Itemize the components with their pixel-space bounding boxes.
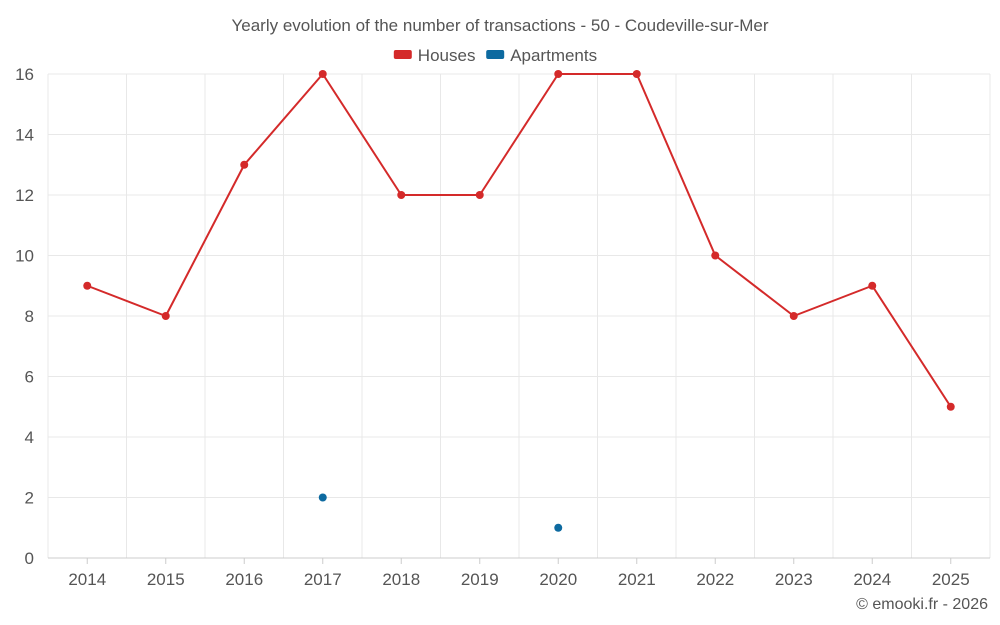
y-tick-label: 12 [15,186,34,205]
x-tick-label: 2024 [853,570,891,589]
y-tick-label: 4 [25,428,34,447]
data-point-houses[interactable]: Houses 2015: 8 [161,312,170,320]
y-tick-label: 8 [25,307,34,326]
legend[interactable]: Houses Apartments [393,46,597,65]
y-tick-label: 16 [15,65,34,84]
grid [47,73,991,558]
data-point-houses[interactable]: Houses 2024: 9 [868,281,877,290]
x-tick-label: 2017 [304,570,342,589]
chart-title: Yearly evolution of the number of transa… [231,16,768,35]
legend-swatch-houses [393,50,412,59]
x-tick-label: 2015 [147,570,185,589]
data-point-houses[interactable]: Houses 2018: 12 [397,191,406,199]
legend-swatch-apartments [486,50,505,59]
data-point-houses[interactable]: Houses 2020: 16 [554,70,563,78]
x-tick-label: 2023 [775,570,813,589]
legend-label-apartments: Apartments [510,46,597,65]
data-point-apartments[interactable]: Apartments 2017: 2 [318,493,327,502]
data-point-houses[interactable]: Houses 2021: 16 [632,70,641,78]
x-tick-label: 2019 [461,570,499,589]
series-apartments: Apartments 2017: 2 Apartments 2020: 1 [318,493,563,532]
data-point-houses[interactable]: Houses 2019: 12 [475,191,484,199]
data-point-houses[interactable]: Houses 2023: 8 [789,312,798,320]
y-tick-label: 10 [15,247,34,266]
axes: 0 2 4 6 8 10 12 14 16 2014 2015 2016 2017 2018 2019 202… [15,65,990,589]
y-tick-label: 0 [25,549,34,568]
data-point-houses[interactable]: Houses 2017: 16 [318,70,327,78]
data-point-houses[interactable]: Houses 2014: 9 [83,281,92,290]
x-tick-label: 2025 [932,570,970,589]
x-tick-label: 2021 [618,570,656,589]
y-tick-label: 2 [25,489,34,508]
legend-item-houses[interactable]: Houses [393,46,476,65]
x-tick-label: 2016 [225,570,263,589]
legend-item-apartments[interactable]: Apartments [486,46,597,65]
data-point-houses[interactable]: Houses 2022: 10 [711,251,720,260]
credit-text: © emooki.fr - 2026 [856,596,988,613]
x-tick-label: 2018 [382,570,420,589]
x-tick-label: 2020 [539,570,577,589]
y-tick-label: 14 [15,126,34,145]
x-tick-label: 2014 [68,570,106,589]
x-tick-label: 2022 [696,570,734,589]
series: Houses 2014: 9 Houses 2015: 8 Houses 2016:… [83,70,955,532]
data-point-houses[interactable]: Houses 2025: 5 [946,402,955,411]
data-point-apartments[interactable]: Apartments 2020: 1 [554,523,563,532]
series-houses: Houses 2014: 9 Houses 2015: 8 Houses 2016:… [83,70,955,411]
legend-label-houses: Houses [418,46,476,65]
series-line-houses [86,73,952,408]
data-point-houses[interactable]: Houses 2016: 13 [240,160,249,169]
y-tick-label: 6 [25,368,34,387]
